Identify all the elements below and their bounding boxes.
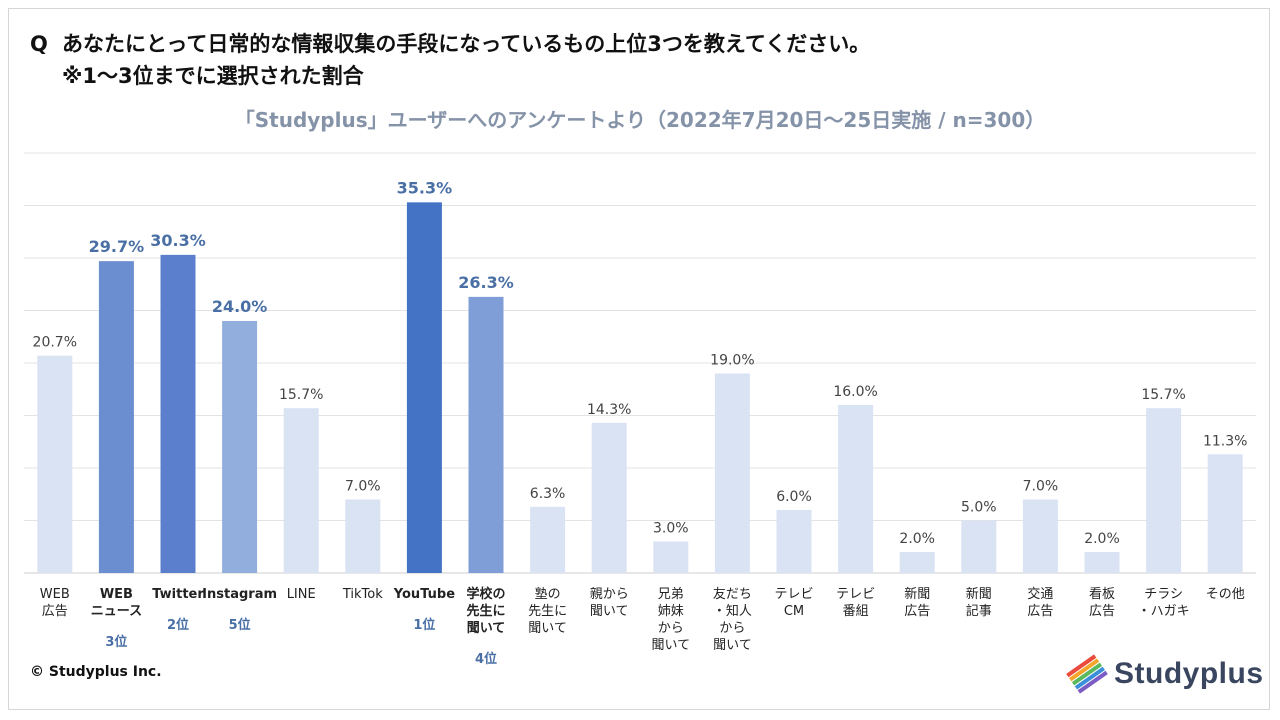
data-label: 15.7% — [279, 387, 323, 403]
x-tick-label: テレビ番組 — [836, 587, 875, 619]
studyplus-logo: Studyplus — [1066, 652, 1264, 696]
bar — [1207, 454, 1243, 573]
bar — [899, 552, 935, 573]
bar — [406, 202, 442, 573]
bar — [961, 520, 997, 573]
rank-label: 1位 — [413, 617, 435, 633]
data-label: 20.7% — [33, 335, 77, 351]
x-tick-label: テレビ CM — [774, 587, 813, 619]
rank-label: 2位 — [167, 617, 189, 633]
bar — [283, 408, 319, 573]
bar — [1146, 408, 1182, 573]
data-label: 3.0% — [653, 521, 689, 537]
data-label: 30.3% — [150, 231, 206, 250]
rank-label: 3位 — [105, 634, 127, 650]
bar — [37, 355, 73, 573]
data-label: 2.0% — [899, 531, 935, 547]
x-tick-label: 新聞記事 — [966, 586, 992, 619]
data-label: 24.0% — [212, 297, 268, 316]
bar — [160, 254, 196, 573]
data-label: 16.0% — [833, 384, 877, 400]
data-label: 6.0% — [776, 489, 812, 505]
x-tick-label: 交通広告 — [1027, 586, 1053, 619]
x-tick-label: LINE — [287, 587, 316, 602]
data-label: 29.7% — [89, 237, 145, 256]
logo-text: Studyplus — [1114, 657, 1264, 690]
x-tick-label: 看板広告 — [1089, 586, 1115, 619]
data-label: 2.0% — [1084, 531, 1120, 547]
bar — [776, 510, 812, 573]
bar — [345, 499, 381, 573]
data-label: 35.3% — [397, 178, 453, 197]
data-label: 7.0% — [1023, 479, 1059, 495]
x-tick-label: TikTok — [342, 587, 383, 602]
x-tick-label: 親から聞いて — [590, 587, 629, 619]
data-label: 19.0% — [710, 353, 754, 369]
x-tick-label: WEB ニュース — [91, 587, 142, 619]
bar — [653, 541, 689, 573]
copyright-text: © Studyplus Inc. — [30, 664, 162, 680]
stacked-books-icon — [1066, 654, 1108, 694]
question-prefix: Q — [30, 32, 48, 56]
rank-label: 5位 — [229, 617, 251, 633]
chart-subtitle: 「Studyplus」ユーザーへのアンケートより（2022年7月20日〜25日実… — [234, 108, 1046, 132]
x-tick-label: 兄弟姉妹から聞いて — [651, 587, 690, 653]
bar — [591, 422, 627, 573]
bar — [1084, 552, 1120, 573]
x-tick-label: WEB 広告 — [40, 587, 70, 619]
x-tick-label: Twitter — [152, 587, 204, 602]
x-tick-label: チラシ・ハガキ — [1138, 587, 1190, 619]
question-line: Q あなたにとって日常的な情報収集の手段になっているもの上位3つを教えてください。 — [30, 28, 870, 58]
question-text: あなたにとって日常的な情報収集の手段になっているもの上位3つを教えてください。 — [62, 32, 871, 56]
x-tick-label: 新聞広告 — [904, 586, 930, 619]
x-tick-label: YouTube — [393, 587, 455, 602]
data-label: 14.3% — [587, 402, 631, 418]
data-label: 5.0% — [961, 500, 997, 516]
x-tick-label: その他 — [1206, 587, 1245, 602]
bar — [222, 321, 258, 573]
bar — [1022, 499, 1058, 573]
data-label: 26.3% — [458, 273, 514, 292]
data-label: 6.3% — [530, 486, 566, 502]
rank-label: 4位 — [475, 651, 497, 667]
bar — [468, 296, 504, 573]
x-tick-label: Instagram — [202, 587, 277, 602]
data-label: 15.7% — [1141, 387, 1185, 403]
x-tick-label: 塾の先生に聞いて — [528, 586, 567, 636]
x-tick-label: 学校の先生に聞いて — [466, 586, 505, 636]
question-note: ※1〜3位までに選択された割合 — [62, 64, 364, 88]
bar — [98, 261, 134, 573]
bar — [838, 405, 874, 573]
bar — [714, 373, 750, 573]
x-tick-label: 友だち・知人から聞いて — [713, 586, 752, 653]
data-label: 7.0% — [345, 479, 381, 495]
slide-frame — [8, 8, 1270, 710]
bar — [530, 506, 566, 573]
data-label: 11.3% — [1203, 433, 1247, 449]
